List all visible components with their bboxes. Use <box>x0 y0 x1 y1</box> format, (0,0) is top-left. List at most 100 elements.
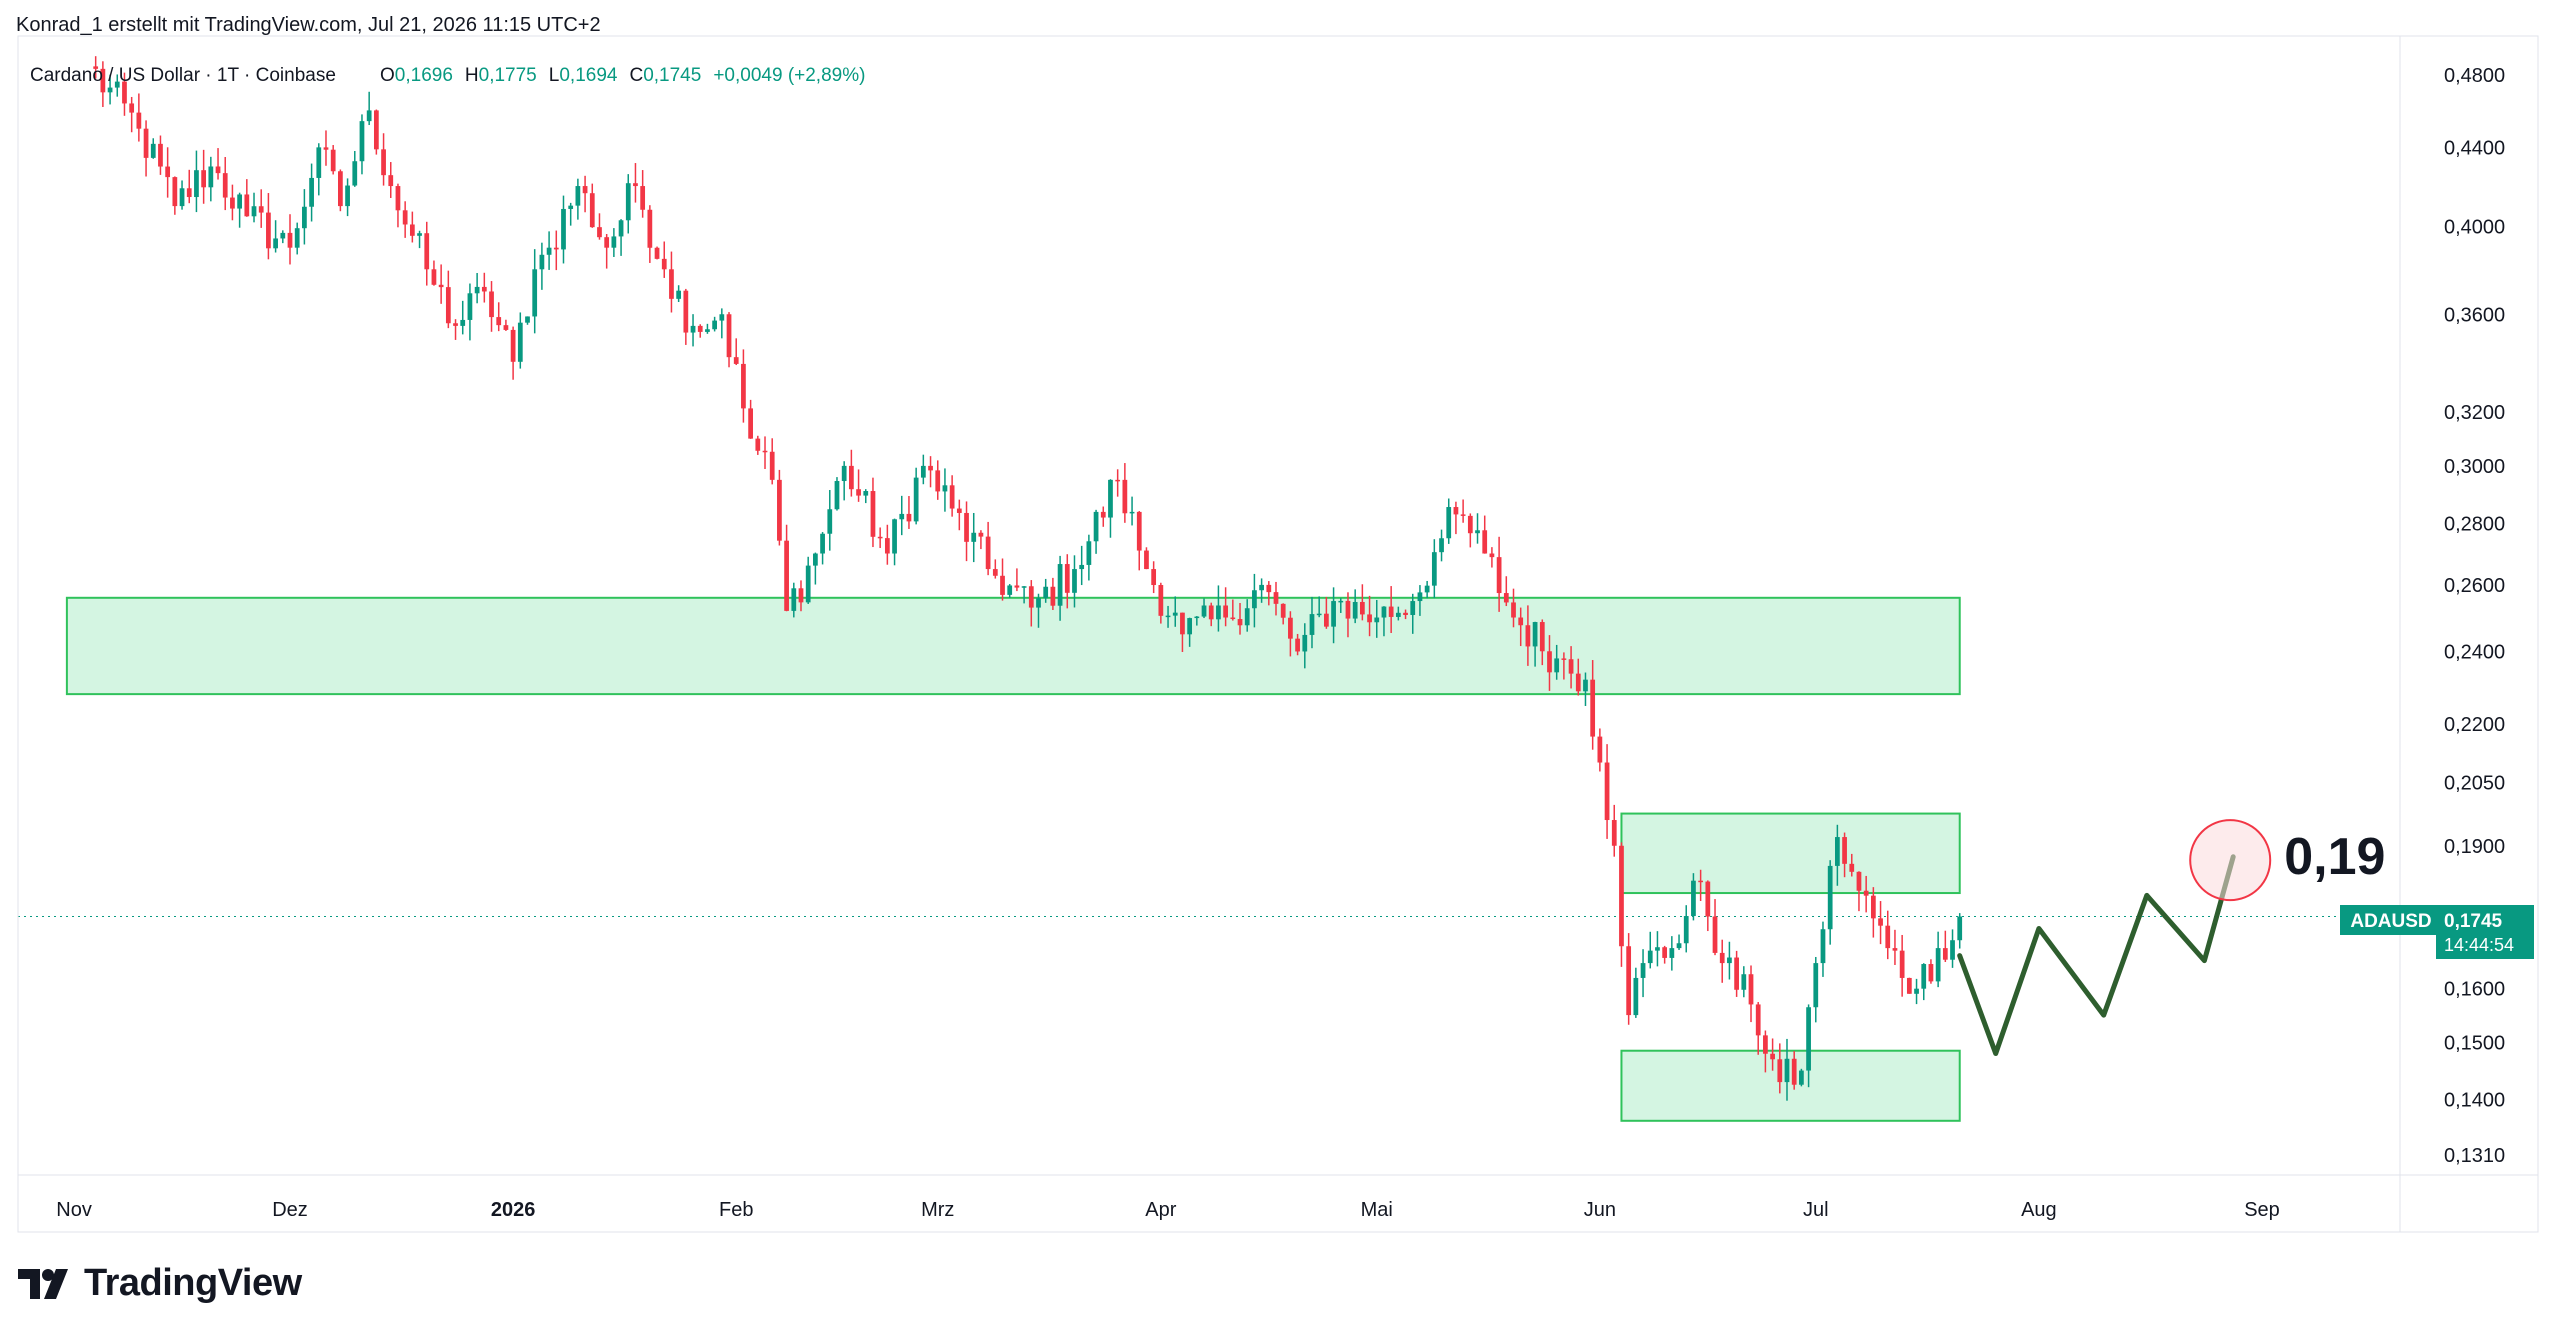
candle[interactable] <box>316 143 322 196</box>
candle[interactable] <box>1691 873 1696 921</box>
candle[interactable] <box>1611 804 1617 857</box>
candle[interactable] <box>1165 605 1171 628</box>
candle[interactable] <box>589 183 595 228</box>
candle[interactable] <box>194 150 199 213</box>
candle[interactable] <box>1115 469 1121 497</box>
candle[interactable] <box>1525 605 1531 666</box>
candle[interactable] <box>913 467 919 525</box>
candle[interactable] <box>1093 509 1099 554</box>
candle[interactable] <box>1784 1038 1790 1101</box>
candle[interactable] <box>1460 499 1466 523</box>
candle[interactable] <box>1532 621 1538 667</box>
candle[interactable] <box>222 157 228 211</box>
candle[interactable] <box>1921 963 1927 1001</box>
candle[interactable] <box>1324 596 1329 629</box>
candle[interactable] <box>920 454 926 485</box>
candle[interactable] <box>1655 931 1660 967</box>
candle[interactable] <box>762 436 768 469</box>
candle[interactable] <box>244 179 250 217</box>
candle[interactable] <box>1957 913 1963 949</box>
candle[interactable] <box>1878 901 1883 945</box>
candle[interactable] <box>956 499 962 531</box>
candle[interactable] <box>1072 555 1077 608</box>
candle[interactable] <box>1288 611 1293 657</box>
candle[interactable] <box>1597 728 1603 772</box>
candle[interactable] <box>1252 573 1257 628</box>
candle[interactable] <box>366 91 372 126</box>
candle[interactable] <box>467 283 473 341</box>
candle[interactable] <box>1302 623 1308 669</box>
candle[interactable] <box>445 270 451 329</box>
candle[interactable] <box>1647 931 1653 969</box>
candle[interactable] <box>1100 506 1106 527</box>
candle[interactable] <box>611 228 617 257</box>
candle[interactable] <box>1511 588 1516 628</box>
candle[interactable] <box>1086 534 1092 581</box>
candle[interactable] <box>928 456 933 488</box>
candle[interactable] <box>481 272 487 303</box>
candle[interactable] <box>985 521 991 576</box>
candle[interactable] <box>1144 547 1149 570</box>
candle[interactable] <box>805 556 811 604</box>
candle[interactable] <box>1381 606 1387 637</box>
candle[interactable] <box>525 316 530 325</box>
candle[interactable] <box>424 221 430 286</box>
candle[interactable] <box>1244 599 1250 632</box>
candle[interactable] <box>633 163 638 203</box>
candle[interactable] <box>539 242 545 290</box>
candle[interactable] <box>409 211 415 243</box>
candle[interactable] <box>273 220 278 253</box>
candle[interactable] <box>1856 871 1862 912</box>
candle[interactable] <box>978 530 984 550</box>
candle[interactable] <box>251 192 257 223</box>
candle[interactable] <box>1331 587 1336 644</box>
candle[interactable] <box>388 162 394 198</box>
candle[interactable] <box>640 170 646 218</box>
candle[interactable] <box>1230 599 1236 621</box>
candle[interactable] <box>1914 978 1919 1005</box>
candle[interactable] <box>165 147 171 198</box>
candle[interactable] <box>1777 1043 1783 1094</box>
candle[interactable] <box>949 475 955 517</box>
candle[interactable] <box>1259 578 1264 603</box>
candle[interactable] <box>1503 576 1509 607</box>
candle[interactable] <box>935 460 941 500</box>
candle[interactable] <box>1899 934 1905 997</box>
candle[interactable] <box>1388 586 1394 633</box>
candle[interactable] <box>604 234 610 269</box>
candle[interactable] <box>625 174 631 234</box>
candle[interactable] <box>172 176 178 215</box>
candle[interactable] <box>683 288 689 345</box>
candle[interactable] <box>1043 578 1049 603</box>
candle[interactable] <box>1439 529 1444 562</box>
price-tag[interactable]: ADAUSD 0,1745 14:44:54 <box>2340 905 2534 959</box>
candle[interactable] <box>798 580 804 612</box>
candle[interactable] <box>107 74 113 105</box>
candle[interactable] <box>870 477 876 548</box>
time-axis[interactable]: Nov Dez 2026 Feb Mrz Apr Mai Jun Jul Aug Sep <box>56 1199 2279 1221</box>
candle[interactable] <box>697 324 703 338</box>
tradingview-logo[interactable]: TradingView <box>18 1262 302 1305</box>
candle[interactable] <box>712 316 718 332</box>
candle[interactable] <box>1374 599 1380 638</box>
candle[interactable] <box>1475 513 1480 544</box>
candle[interactable] <box>1568 646 1574 689</box>
candle[interactable] <box>1000 558 1005 601</box>
price-axis[interactable]: 0,4800 0,4400 0,4000 0,3600 0,3200 0,3000 0,28… <box>2444 65 2505 1167</box>
candle[interactable] <box>208 156 214 202</box>
zone-1[interactable] <box>65 596 1961 696</box>
candle[interactable] <box>150 138 156 159</box>
candle[interactable] <box>1187 617 1193 647</box>
candle[interactable] <box>179 180 185 210</box>
candle[interactable] <box>1619 842 1624 967</box>
candle[interactable] <box>100 61 106 107</box>
candle[interactable] <box>1136 511 1142 571</box>
candle[interactable] <box>1108 479 1113 538</box>
candle[interactable] <box>1180 612 1185 652</box>
candle[interactable] <box>827 489 833 551</box>
candle[interactable] <box>726 312 732 368</box>
candle[interactable] <box>546 231 552 270</box>
candle[interactable] <box>517 312 523 369</box>
candle[interactable] <box>1518 607 1524 647</box>
